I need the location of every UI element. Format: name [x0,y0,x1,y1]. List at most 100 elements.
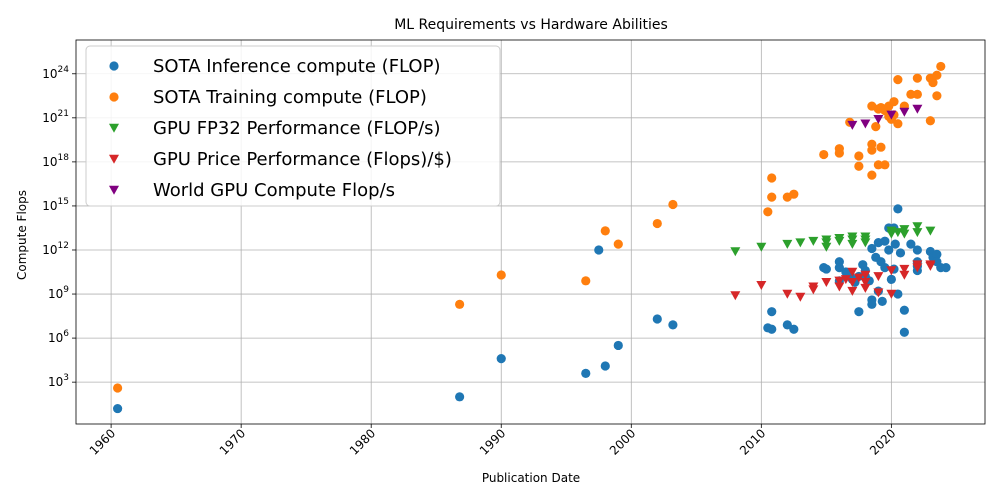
data-point [821,264,831,274]
data-point [873,288,884,298]
data-point [668,199,678,210]
data-point [652,314,662,324]
data-point [884,245,894,255]
data-point [600,226,610,236]
data-point [847,286,858,296]
data-point [834,282,845,292]
legend-marker [109,185,119,195]
data-point [867,170,877,180]
data-point [756,280,767,290]
legend-marker [109,92,119,102]
data-point [936,61,946,72]
legend-box [85,45,501,207]
data-point [932,249,942,259]
data-point [899,229,910,239]
x-tick-label: 2020 [867,426,898,457]
data-point [834,263,844,273]
data-point [834,276,845,286]
data-point [767,307,777,317]
data-point [613,239,623,249]
data-point [113,403,123,414]
data-point [789,189,799,199]
data-point [925,226,936,236]
data-point [867,243,877,254]
data-point [808,282,819,292]
data-point [893,204,903,214]
data-point [860,119,871,129]
data-point [925,116,935,126]
data-point [928,77,938,88]
data-point [613,340,623,351]
data-point [767,173,777,183]
y-axis-title: Compute Flops [15,190,29,280]
data-point [496,354,506,364]
y-tick-label: 1021 [42,109,69,125]
x-tick-label: 1980 [347,426,378,457]
legend-label: GPU Price Performance (Flops)/$) [153,149,452,170]
data-point [912,222,923,232]
data-point [880,263,890,273]
data-point [886,266,897,276]
data-point [600,361,610,371]
y-tick-label: 103 [48,373,69,389]
data-point [854,151,864,161]
data-point [860,283,871,293]
data-point [847,239,858,249]
y-tick-label: 106 [48,329,69,345]
data-point [899,264,910,274]
data-point [847,120,858,130]
data-point [496,270,506,280]
legend-marker [109,123,119,133]
data-point [730,247,741,257]
data-point [840,275,851,285]
x-axis-title: Publication Date [482,471,580,485]
data-point [899,270,910,280]
data-point [860,270,871,280]
data-point [847,278,858,288]
data-point [876,142,886,152]
data-point [912,263,923,273]
data-point [912,104,923,114]
data-point [767,192,777,202]
x-tick-label: 1960 [87,426,118,457]
y-tick-label: 109 [48,285,69,301]
chart-title: ML Requirements vs Hardware Abilities [394,17,668,33]
data-point [581,368,591,378]
x-tick-label: 2010 [737,426,768,457]
data-point [899,305,909,315]
data-point [834,236,845,246]
data-point [893,289,903,299]
data-point [906,239,916,249]
data-point [912,245,922,255]
data-point [581,276,591,286]
y-ticks: 103 106 109 1012 1015 1018 1021 1024 [42,65,76,389]
data-point [880,160,890,170]
legend-label: SOTA Training compute (FLOP) [153,87,427,108]
legend-label: GPU FP32 Performance (FLOP/s) [153,118,441,139]
legend-label: World GPU Compute Flop/s [153,180,395,201]
data-point [912,73,922,83]
data-point [867,145,877,155]
data-point [860,238,871,248]
data-point [886,289,897,299]
data-point [886,110,897,120]
data-point [877,296,887,306]
data-point [873,115,884,125]
y-tick-label: 1024 [42,65,69,81]
data-point [782,289,793,299]
data-point [880,236,890,246]
data-point [867,299,877,309]
data-point [895,248,906,258]
x-ticks: 1960 1970 1980 1990 2000 2010 2020 [87,424,898,458]
data-point [899,107,910,117]
data-point [912,228,923,238]
data-point [795,238,806,248]
legend-marker [109,61,119,71]
data-point [668,320,678,330]
x-tick-label: 1970 [217,426,248,457]
data-point [941,263,951,273]
data-point [763,207,773,217]
data-point [455,392,465,402]
data-point [652,218,662,229]
